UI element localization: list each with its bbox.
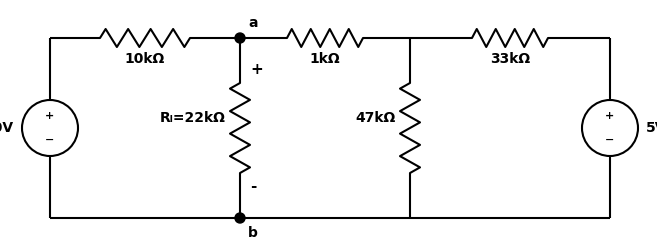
Text: 1kΩ: 1kΩ (309, 52, 340, 66)
Text: +: + (250, 62, 263, 76)
Text: −: − (605, 135, 615, 145)
Text: +: + (45, 111, 55, 121)
Circle shape (235, 213, 245, 223)
Text: Rₗ=22kΩ: Rₗ=22kΩ (160, 111, 226, 125)
Text: +: + (605, 111, 615, 121)
Text: 10kΩ: 10kΩ (125, 52, 165, 66)
Text: 47kΩ: 47kΩ (355, 111, 396, 125)
Text: a: a (248, 16, 258, 30)
Text: b: b (248, 226, 258, 240)
Circle shape (235, 33, 245, 43)
Text: 10V: 10V (0, 121, 14, 135)
Text: 5V: 5V (646, 121, 657, 135)
Text: -: - (250, 180, 256, 194)
Text: −: − (45, 135, 55, 145)
Text: 33kΩ: 33kΩ (490, 52, 530, 66)
